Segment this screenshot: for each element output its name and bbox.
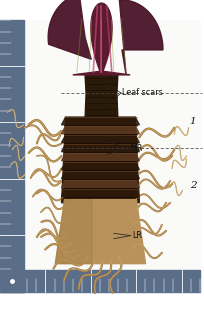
Polygon shape bbox=[55, 200, 145, 264]
Polygon shape bbox=[61, 180, 139, 188]
Polygon shape bbox=[85, 75, 117, 119]
Polygon shape bbox=[72, 3, 130, 75]
Polygon shape bbox=[61, 162, 139, 170]
Text: 1: 1 bbox=[189, 117, 195, 126]
Bar bbox=[0, 20, 23, 292]
Bar bbox=[0, 270, 199, 292]
Polygon shape bbox=[55, 200, 92, 264]
Text: 2: 2 bbox=[189, 181, 195, 190]
Polygon shape bbox=[61, 126, 139, 134]
Text: MR: MR bbox=[130, 144, 142, 153]
Polygon shape bbox=[61, 144, 139, 152]
Text: LR: LR bbox=[132, 231, 141, 240]
Polygon shape bbox=[61, 153, 139, 161]
Polygon shape bbox=[48, 0, 91, 59]
Polygon shape bbox=[119, 0, 162, 75]
Polygon shape bbox=[61, 171, 139, 178]
Polygon shape bbox=[61, 135, 139, 143]
Bar bbox=[23, 20, 199, 270]
Polygon shape bbox=[61, 117, 139, 125]
Bar bbox=[0, 270, 23, 292]
Polygon shape bbox=[61, 189, 139, 197]
Polygon shape bbox=[61, 119, 139, 203]
Text: Leaf scars: Leaf scars bbox=[121, 89, 162, 97]
